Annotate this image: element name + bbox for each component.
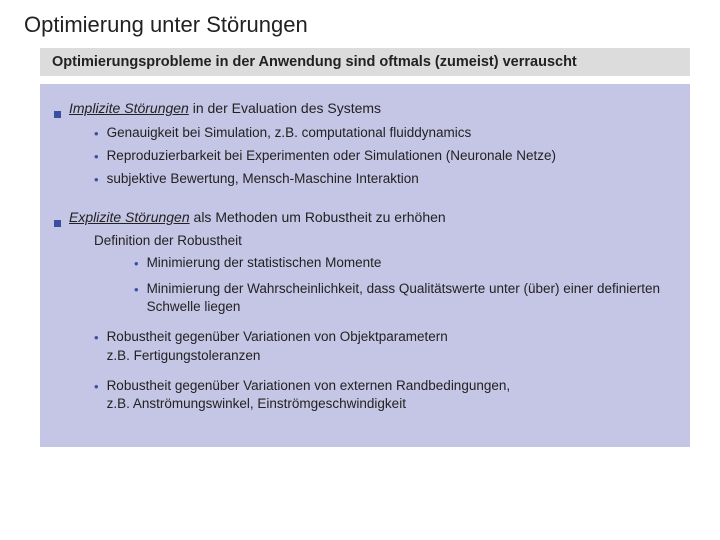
list-item-text: subjektive Bewertung, Mensch-Maschine In… <box>107 170 419 188</box>
robust-line1: Robustheit gegenüber Variationen von Obj… <box>107 329 448 344</box>
subtitle-bar: Optimierungsprobleme in der Anwendung si… <box>40 48 690 76</box>
square-bullet-icon <box>54 220 61 227</box>
list-item: • subjektive Bewertung, Mensch-Maschine … <box>94 170 676 188</box>
content-panel: Implizite Störungen in der Evaluation de… <box>40 84 690 447</box>
list-item: • Minimierung der statistischen Momente <box>134 254 676 272</box>
list-item: • Robustheit gegenüber Variationen von O… <box>94 328 676 364</box>
list-item-text: Robustheit gegenüber Variationen von Obj… <box>107 328 448 364</box>
list-item-text: Minimierung der Wahrscheinlichkeit, dass… <box>147 280 676 316</box>
robust-line1: Robustheit gegenüber Variationen von ext… <box>107 378 511 393</box>
list-item-text: Reproduzierbarkeit bei Experimenten oder… <box>107 147 557 165</box>
dot-bullet-icon: • <box>94 380 99 393</box>
definition-list: • Minimierung der statistischen Momente … <box>134 254 676 317</box>
list-item: • Robustheit gegenüber Variationen von e… <box>94 377 676 413</box>
dot-bullet-icon: • <box>94 150 99 163</box>
section-implicit-heading: Implizite Störungen in der Evaluation de… <box>69 100 381 116</box>
robust-line2: z.B. Fertigungstoleranzen <box>107 348 261 363</box>
square-bullet-icon <box>54 111 61 118</box>
robustness-list: • Robustheit gegenüber Variationen von O… <box>94 328 676 413</box>
list-item-text: Genauigkeit bei Simulation, z.B. computa… <box>107 124 472 142</box>
list-item-text: Minimierung der statistischen Momente <box>147 254 382 272</box>
dot-bullet-icon: • <box>94 127 99 140</box>
definition-label: Definition der Robustheit <box>94 233 676 248</box>
slide: Optimierung unter Störungen Optimierungs… <box>0 0 720 540</box>
list-item-text: Robustheit gegenüber Variationen von ext… <box>107 377 511 413</box>
list-item: • Reproduzierbarkeit bei Experimenten od… <box>94 147 676 165</box>
list-item: • Genauigkeit bei Simulation, z.B. compu… <box>94 124 676 142</box>
dot-bullet-icon: • <box>134 257 139 270</box>
list-item: • Minimierung der Wahrscheinlichkeit, da… <box>134 280 676 316</box>
section-implicit-rest: in der Evaluation des Systems <box>189 100 381 116</box>
implicit-list: • Genauigkeit bei Simulation, z.B. compu… <box>94 124 676 189</box>
robust-line2: z.B. Anströmungswinkel, Einströmgeschwin… <box>107 396 406 411</box>
section-explicit-heading: Explizite Störungen als Methoden um Robu… <box>69 209 446 225</box>
section-explicit-lead: Explizite Störungen <box>69 209 190 225</box>
dot-bullet-icon: • <box>94 173 99 186</box>
section-explicit-rest: als Methoden um Robustheit zu erhöhen <box>190 209 446 225</box>
section-explicit: Explizite Störungen als Methoden um Robu… <box>54 209 676 225</box>
dot-bullet-icon: • <box>94 331 99 344</box>
slide-title: Optimierung unter Störungen <box>0 0 720 44</box>
dot-bullet-icon: • <box>134 283 139 296</box>
section-implicit-lead: Implizite Störungen <box>69 100 189 116</box>
section-implicit: Implizite Störungen in der Evaluation de… <box>54 100 676 116</box>
